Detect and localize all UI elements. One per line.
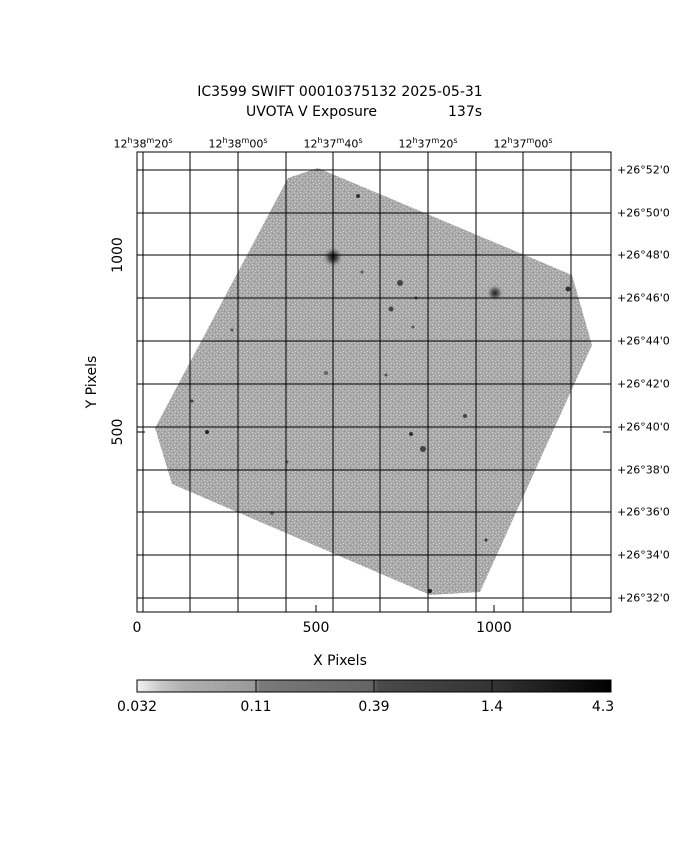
star-source (420, 446, 426, 452)
star-source (230, 328, 234, 332)
star-source (324, 371, 328, 375)
star-source (356, 194, 360, 198)
colorbar-tick-label: 1.4 (480, 699, 504, 715)
star-source (428, 589, 432, 593)
plot-frame (136, 151, 612, 613)
ra-tick-label: 12h37m40s (303, 136, 363, 151)
dec-tick-label: +26°36'0 (617, 505, 670, 519)
ra-tick-label: 12h37m20s (398, 136, 458, 151)
dec-tick-label: +26°34'0 (617, 548, 670, 562)
star-source (360, 270, 364, 274)
star-source (484, 538, 488, 542)
x-tick-label: 500 (302, 620, 330, 636)
dec-tick-label: +26°32'0 (617, 591, 670, 605)
dec-tick-label: +26°42'0 (617, 377, 670, 391)
exposure-value: 137s (448, 104, 483, 120)
dec-tick-label: +26°38'0 (617, 463, 670, 477)
star-source (205, 430, 209, 434)
dec-grid (137, 169, 611, 599)
bright-source (487, 285, 503, 301)
dec-tick-label: +26°52'0 (617, 163, 670, 177)
star-source (411, 325, 415, 329)
y-axis-label: Y Pixels (84, 355, 100, 409)
colorbar-tick-label: 4.3 (591, 699, 615, 715)
star-source (388, 306, 394, 312)
exposure-label: UVOTA V Exposure (246, 104, 377, 120)
colorbar-ticks (255, 680, 493, 692)
ra-tick-label: 12h38m20s (113, 136, 173, 151)
star-source (409, 432, 413, 436)
star-source (397, 280, 403, 286)
dec-tick-label: +26°50'0 (617, 206, 670, 220)
y-tick-label: 1000 (110, 237, 126, 273)
ra-tick-label: 12h37m00s (493, 136, 553, 151)
x-axis-label: X Pixels (313, 653, 367, 669)
star-source (463, 414, 467, 418)
y-tick-label: 500 (110, 418, 126, 446)
colorbar-tick-label: 0.39 (358, 699, 390, 715)
dec-tick-label: +26°48'0 (617, 248, 670, 262)
star-source (384, 373, 388, 377)
colorbar-tick-label: 0.11 (240, 699, 272, 715)
x-tick-label: 1000 (476, 620, 512, 636)
ra-grid (142, 152, 572, 612)
x-tick-label: 0 (132, 620, 142, 636)
colorbar-tick-label: 0.032 (116, 699, 158, 715)
star-source (565, 286, 571, 292)
exposure-field (155, 168, 592, 595)
star-source (190, 399, 194, 403)
ra-tick-label: 12h38m00s (208, 136, 268, 151)
image-title: IC3599 SWIFT 00010375132 2025-05-31 (197, 84, 483, 100)
dec-tick-label: +26°46'0 (617, 291, 670, 305)
dec-tick-label: +26°44'0 (617, 334, 670, 348)
dec-tick-label: +26°40'0 (617, 420, 670, 434)
pixel-ticks (136, 254, 611, 612)
